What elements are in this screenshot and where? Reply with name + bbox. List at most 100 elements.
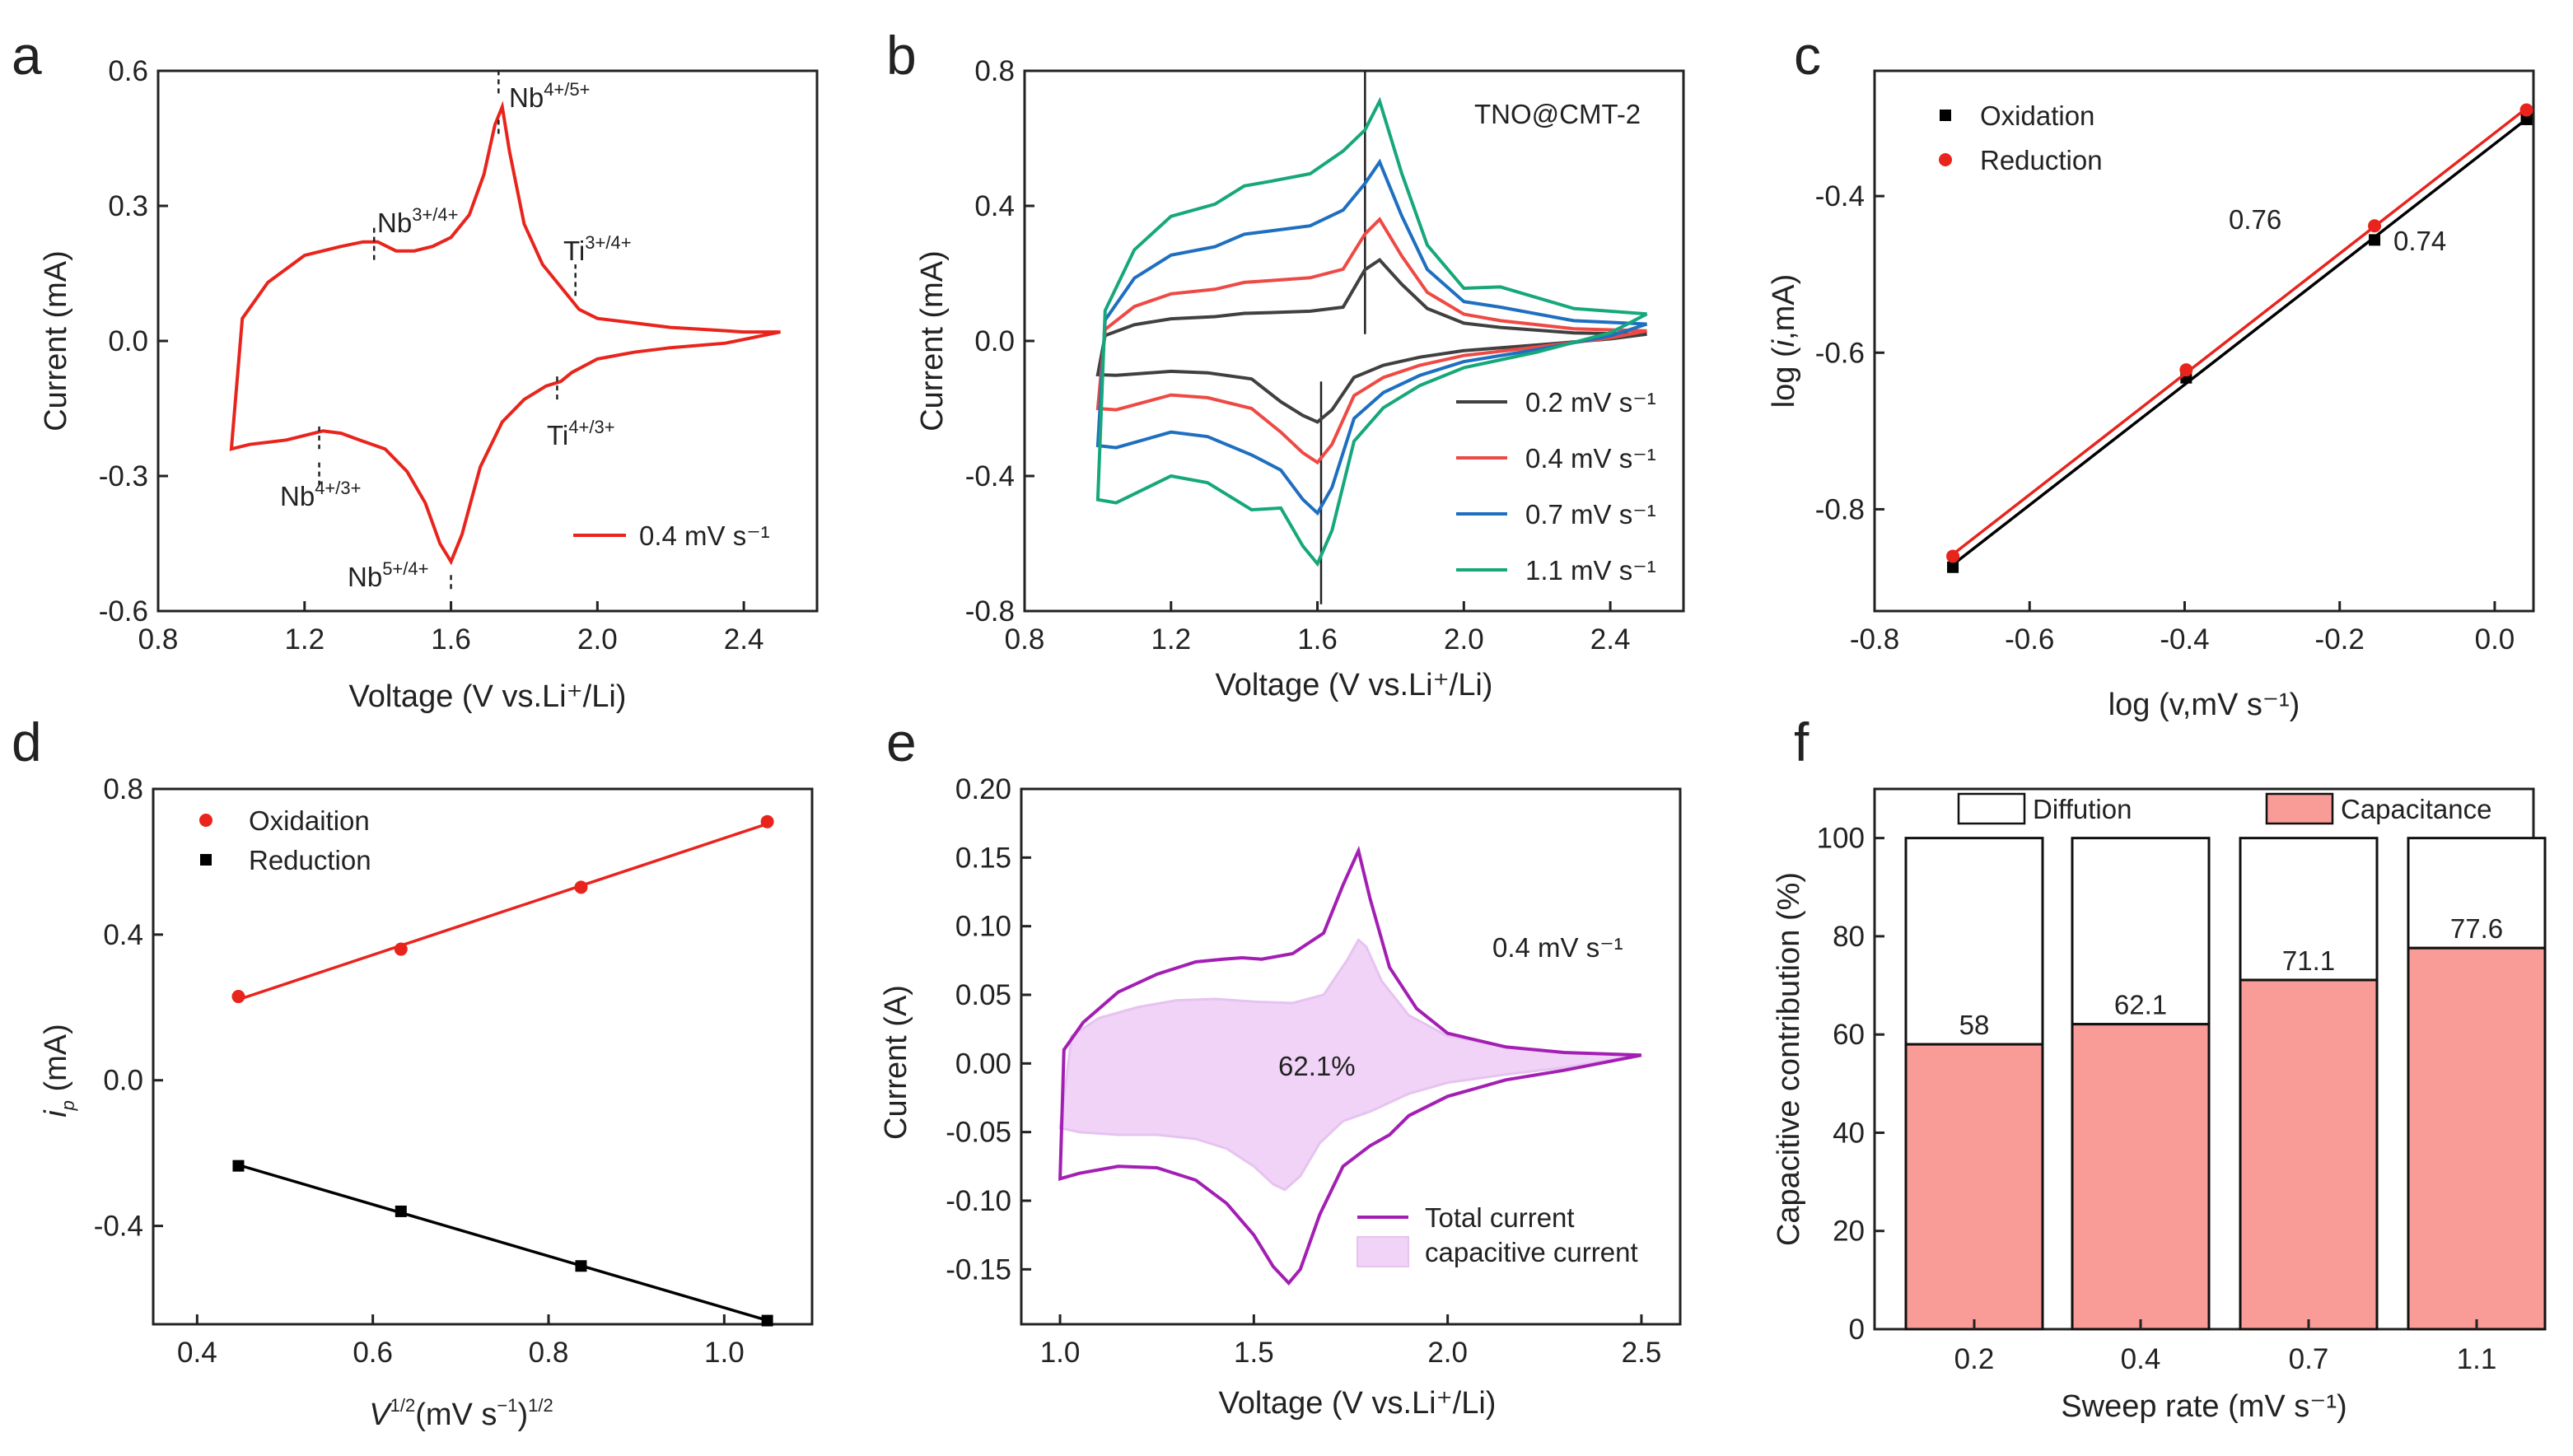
panel-c-fit-line-0 xyxy=(1951,118,2528,566)
panel-f-ytick-label: 0 xyxy=(1849,1314,1865,1346)
panel-b-xlabel: Voltage (V vs.Li⁺/Li) xyxy=(1216,668,1493,702)
panel-e-percent-label: 62.1% xyxy=(1278,1051,1356,1081)
panel-f-bar-diffusion xyxy=(2071,837,2211,1026)
panel-c-xtick-label: -0.8 xyxy=(1850,623,1899,656)
panel-d: 0.4 0.6 0.8 1.0 -0.4 0.0 0.4 0.8 V1/2(mV s−1)1/… xyxy=(39,773,814,1432)
panel-c-legend-label: Oxidation xyxy=(1980,100,2094,131)
panel-letter-f: f xyxy=(1794,712,1810,772)
panel-a-xlabel: Voltage (V vs.Li⁺/Li) xyxy=(349,679,627,714)
panel-b-ytick-label: 0.8 xyxy=(974,55,1015,87)
panel-d-xtick-label: 1.0 xyxy=(704,1337,745,1369)
panel-c-legend-marker xyxy=(1940,110,1951,121)
panel-c-ytick-label: -0.8 xyxy=(1815,493,1865,525)
panel-e-legend-label: capacitive current xyxy=(1425,1237,1638,1267)
panel-e-frame xyxy=(1020,787,1682,1326)
panel-f-bar-capacitance xyxy=(2071,1023,2211,1331)
panel-b-xtick-label: 2.0 xyxy=(1444,623,1484,656)
panel-a-ytick-label: -0.3 xyxy=(99,460,148,492)
panel-c-legend-label: Reduction xyxy=(1980,145,2103,175)
panel-d-point-0-1 xyxy=(394,942,408,956)
panel-f-ytick-label: 20 xyxy=(1833,1216,1865,1248)
panel-d-point-0-2 xyxy=(574,880,588,894)
panel-c-ylabel: log (i,mA) xyxy=(1767,274,1801,408)
panel-b-xtick-label: 1.2 xyxy=(1151,623,1191,656)
panel-b-ytick-label: 0.0 xyxy=(974,325,1015,357)
panel-d-frame xyxy=(152,787,814,1326)
panel-b-ytick-label: 0.4 xyxy=(974,190,1015,222)
panel-a-xtick-label: 2.4 xyxy=(724,623,764,656)
panel-e-ytick-label: 0.05 xyxy=(955,979,1011,1011)
panel-d-ylabel: ip (mA) xyxy=(39,1024,78,1118)
panel-a-ytick-label: 0.0 xyxy=(108,325,148,357)
panel-a-cv-curve xyxy=(229,100,781,566)
panel-d-legend-label: Oxidaition xyxy=(249,805,370,836)
panel-c-point-1-1 xyxy=(2179,363,2193,377)
panel-d-point-1-0 xyxy=(232,1160,245,1172)
panel-f-bar-capacitance xyxy=(1904,1043,2044,1331)
panel-a: 0.8 1.2 1.6 2.0 2.4 -0.6 -0.3 0.0 0.3 0.6 Voltage… xyxy=(39,55,819,714)
panel-f-ytick-label: 60 xyxy=(1833,1019,1865,1051)
panel-c-xlabel: log (v,mV s⁻¹) xyxy=(2108,688,2300,722)
panel-f-xlabel: Sweep rate (mV s⁻¹) xyxy=(2061,1389,2347,1424)
panel-f-xtick-label: 0.7 xyxy=(2289,1343,2329,1375)
panel-f-ytick-label: 40 xyxy=(1833,1117,1865,1149)
panel-d-point-1-3 xyxy=(761,1314,773,1327)
panel-letter-e: e xyxy=(886,712,917,772)
panel-c-point-0-3 xyxy=(2520,113,2533,125)
panel-f-bar-diffusion xyxy=(2239,837,2379,982)
panel-f-xtick-label: 0.2 xyxy=(1954,1343,1995,1375)
panel-d-point-0-3 xyxy=(760,814,774,828)
panel-f-legend-label: Capacitance xyxy=(2341,794,2491,824)
panel-a-anno-ti43: Ti4+/3+ xyxy=(547,417,615,450)
panel-letter-a: a xyxy=(12,25,42,86)
panel-e-ytick-label: -0.05 xyxy=(946,1117,1011,1149)
panel-f-xtick-label: 0.4 xyxy=(2121,1343,2161,1375)
panel-f-ylabel: Capacitive contribution (%) xyxy=(1772,872,1806,1246)
panel-f-value-label: 77.6 xyxy=(2450,913,2503,944)
panel-f-legend-label: Diffution xyxy=(2033,794,2132,824)
panel-c-frame xyxy=(1873,69,2535,613)
panel-e-rate-label: 0.4 mV s⁻¹ xyxy=(1492,932,1623,963)
panel-d-xlabel: V1/2(mV s−1)1/2 xyxy=(369,1395,553,1432)
panel-d-ytick-label: 0.0 xyxy=(103,1065,143,1097)
panel-d-legend-label: Reduction xyxy=(249,845,371,875)
panel-c-point-1-2 xyxy=(2368,219,2382,233)
panel-e-xtick-label: 2.0 xyxy=(1427,1337,1468,1369)
panel-b-ytick-label: -0.8 xyxy=(965,595,1015,628)
panel-f-bar-diffusion xyxy=(1904,837,2044,1046)
panel-c-ytick-label: -0.6 xyxy=(1815,337,1865,369)
panel-b-legend-label: 0.7 mV s⁻¹ xyxy=(1525,499,1656,530)
panel-d-fit-line-0 xyxy=(237,822,768,1001)
panel-a-legend-label: 0.4 mV s⁻¹ xyxy=(639,520,770,551)
panel-d-point-0-0 xyxy=(231,990,245,1004)
panel-a-ylabel: Current (mA) xyxy=(39,250,73,432)
panel-d-xtick-label: 0.4 xyxy=(177,1337,217,1369)
panel-d-ytick-label: -0.4 xyxy=(94,1211,143,1243)
panel-e-total-curve xyxy=(1058,845,1642,1286)
panel-d-fit-line-1 xyxy=(237,1163,768,1322)
panel-d-legend-marker xyxy=(200,854,212,866)
panel-d-xtick-label: 0.8 xyxy=(529,1337,569,1369)
panel-c-ytick-label: -0.4 xyxy=(1815,180,1865,212)
panel-c-fit-line-1 xyxy=(1951,107,2528,556)
panel-a-anno-nb45: Nb4+/5+ xyxy=(509,79,590,113)
panel-a-xtick-label: 1.6 xyxy=(431,623,471,656)
panel-e-ytick-label: 0.00 xyxy=(955,1048,1011,1080)
panel-d-point-1-2 xyxy=(575,1260,587,1272)
panel-letter-c: c xyxy=(1794,25,1821,86)
panel-e-ytick-label: 0.20 xyxy=(955,773,1011,805)
panel-f-xtick-label: 1.1 xyxy=(2457,1343,2497,1375)
panel-f-bar-capacitance xyxy=(2239,978,2379,1331)
panel-b-cv-curve-3 xyxy=(1095,96,1648,567)
panel-a-anno-nb43: Nb4+/3+ xyxy=(280,478,361,511)
panel-e-xtick-label: 1.0 xyxy=(1040,1337,1081,1369)
panel-e-ytick-label: -0.15 xyxy=(946,1253,1011,1286)
panel-c-point-1-3 xyxy=(2519,103,2533,117)
panel-d-ytick-label: 0.8 xyxy=(103,773,143,805)
panel-f-bar-diffusion xyxy=(2407,837,2547,950)
panel-b-ylabel: Current (mA) xyxy=(915,250,950,432)
panel-c-slope-red: 0.74 xyxy=(2393,226,2446,256)
panel-e-legend-label: Total current xyxy=(1425,1202,1575,1233)
panel-e-xlabel: Voltage (V vs.Li⁺/Li) xyxy=(1219,1386,1497,1421)
